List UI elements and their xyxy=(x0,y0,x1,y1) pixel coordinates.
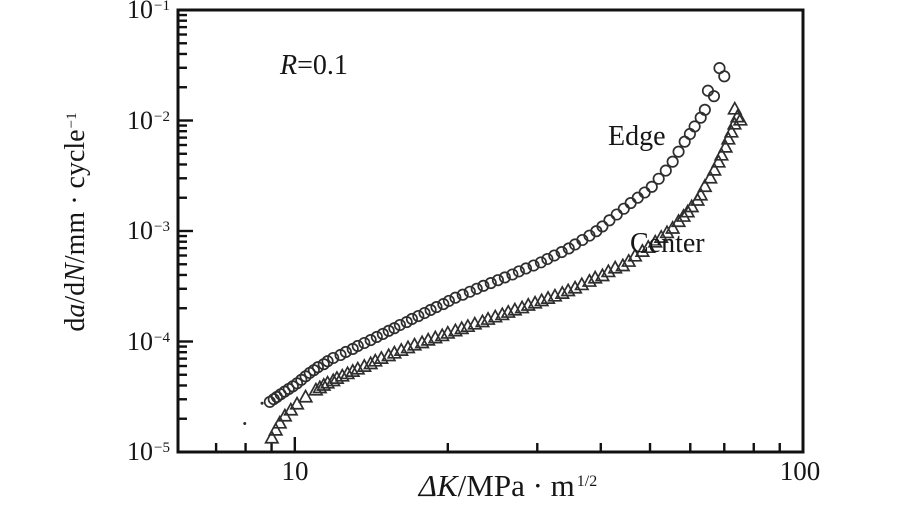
x-axis-title: ΔK/MPa · m 1/2 xyxy=(358,469,658,508)
y-title-a: a xyxy=(60,303,91,318)
x-title-delta: Δ xyxy=(418,468,437,503)
y-tick-base: 10 xyxy=(127,0,154,24)
stress-ratio-annotation: R=0.1 xyxy=(280,51,348,81)
y-tick-exponent: −1 xyxy=(154,0,170,14)
edge-series-label: Edge xyxy=(608,121,666,152)
y-title-dn: /d xyxy=(60,281,91,304)
y-title-exponent: −1 xyxy=(63,112,80,129)
y-tick-base: 10 xyxy=(127,437,154,466)
x-tick-label-100: 100 xyxy=(779,456,821,486)
y-tick-base: 10 xyxy=(127,216,154,245)
center-series-markers xyxy=(264,100,749,444)
r-symbol: R xyxy=(280,50,298,81)
y-tick-exponent: −3 xyxy=(154,218,170,235)
edge-series-markers xyxy=(263,62,731,408)
center-series-label: Center xyxy=(630,228,705,259)
x-title-units: /MPa · m xyxy=(457,468,575,503)
y-tick-label-1e-3: 10−3 xyxy=(50,215,170,251)
y-title-n: N xyxy=(60,263,91,282)
r-value: =0.1 xyxy=(297,50,348,81)
x-tick-label-10: 10 xyxy=(281,456,309,486)
y-axis-title: da/dN/mm · cycle−1 xyxy=(59,42,93,402)
y-tick-label-1e-1: 10−1 xyxy=(50,0,170,30)
x-title-k: K xyxy=(436,468,458,503)
axis-ticks xyxy=(178,8,805,454)
y-title-units: /mm · cycle xyxy=(60,129,91,264)
y-tick-exponent: −4 xyxy=(154,329,170,346)
y-tick-base: 10 xyxy=(127,327,154,356)
y-tick-label-1e-5: 10−5 xyxy=(50,436,170,472)
plot-border xyxy=(176,8,805,454)
y-tick-exponent: −5 xyxy=(154,439,170,456)
y-tick-label-1e-2: 10−2 xyxy=(50,105,170,141)
stray-marks xyxy=(243,401,264,426)
x-title-exponent: 1/2 xyxy=(576,472,598,490)
y-title-d: d xyxy=(60,317,91,332)
y-tick-label-1e-4: 10−4 xyxy=(50,326,170,362)
y-tick-exponent: −2 xyxy=(154,108,170,125)
y-tick-base: 10 xyxy=(127,106,154,135)
